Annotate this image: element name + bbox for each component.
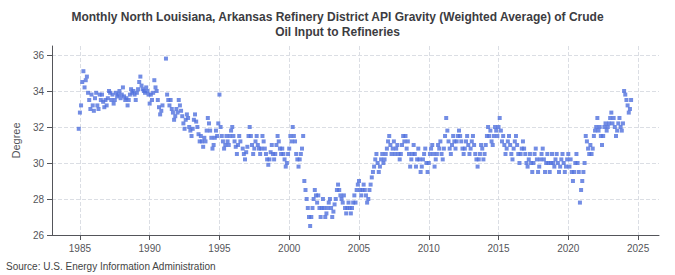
svg-text:36: 36 <box>33 50 45 61</box>
svg-text:26: 26 <box>33 230 45 241</box>
svg-text:2020: 2020 <box>557 243 580 254</box>
svg-text:32: 32 <box>33 122 45 133</box>
svg-text:Degree: Degree <box>10 122 22 158</box>
svg-text:2010: 2010 <box>418 243 441 254</box>
svg-text:34: 34 <box>33 86 45 97</box>
svg-text:1995: 1995 <box>208 243 231 254</box>
svg-text:30: 30 <box>33 158 45 169</box>
svg-text:2015: 2015 <box>487 243 510 254</box>
svg-text:2005: 2005 <box>348 243 371 254</box>
svg-text:2025: 2025 <box>627 243 650 254</box>
svg-text:Monthly North Louisiana, Arkan: Monthly North Louisiana, Arkansas Refine… <box>71 10 603 24</box>
svg-text:1985: 1985 <box>69 243 92 254</box>
svg-text:1990: 1990 <box>139 243 162 254</box>
svg-text:Oil Input to Refineries: Oil Input to Refineries <box>275 25 400 39</box>
svg-text:2000: 2000 <box>278 243 301 254</box>
svg-text:28: 28 <box>33 194 45 205</box>
svg-text:Source: U.S. Energy Informatio: Source: U.S. Energy Information Administ… <box>6 261 216 272</box>
